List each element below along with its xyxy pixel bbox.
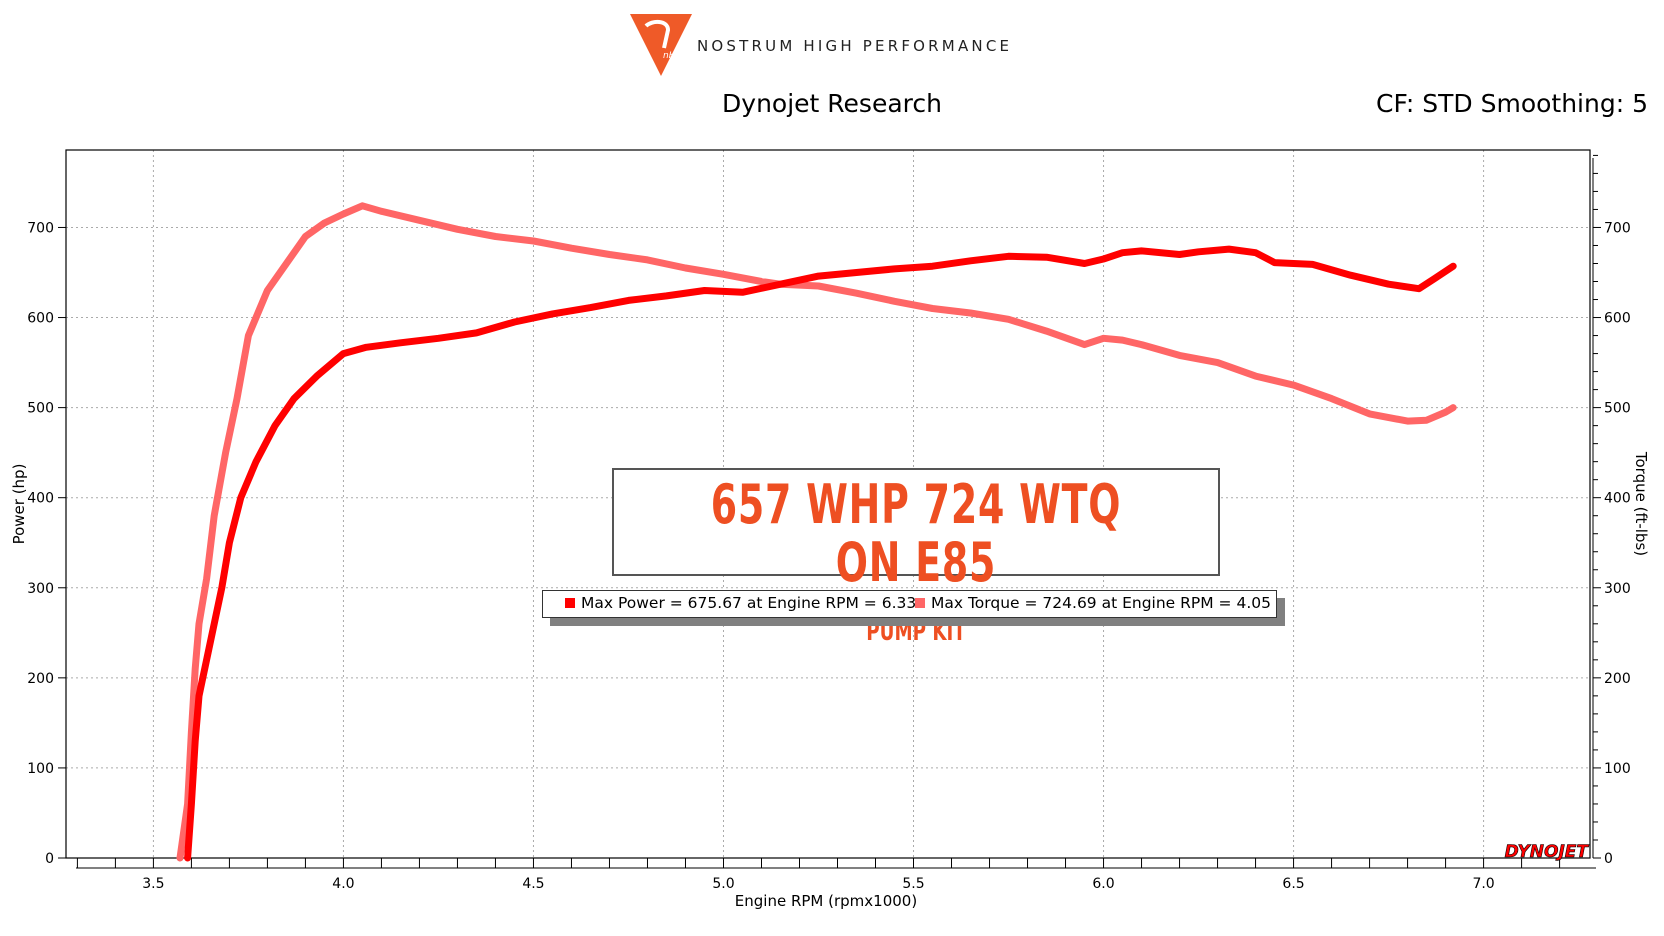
y2-tick-label: 500 bbox=[1604, 401, 1631, 417]
chart-header-title: Dynojet Research bbox=[722, 89, 942, 118]
legend-power-text: Max Power = 675.67 at Engine RPM = 6.33 bbox=[581, 594, 917, 612]
power-series-line bbox=[184, 245, 1457, 862]
dynojet-watermark: DYNOJET bbox=[1505, 842, 1590, 862]
y-tick-label: 100 bbox=[27, 761, 54, 777]
x-tick-label: 4.0 bbox=[332, 876, 354, 892]
x-tick-label: 6.5 bbox=[1282, 876, 1304, 892]
y-tick-label: 500 bbox=[27, 401, 54, 417]
y2-tick-label: 400 bbox=[1604, 491, 1631, 507]
torque-swatch bbox=[915, 598, 925, 608]
y-tick-label: 0 bbox=[45, 851, 54, 867]
x-tick-label: 5.5 bbox=[902, 876, 924, 892]
y2-tick-label: 200 bbox=[1604, 671, 1631, 687]
y2-tick-label: 600 bbox=[1604, 311, 1631, 327]
brand-name: NOSTRUM HIGH PERFORMANCE bbox=[697, 37, 1012, 55]
legend-item-power: Max Power = 675.67 at Engine RPM = 6.33 bbox=[565, 594, 916, 612]
brand-logo: nHP NOSTRUM HIGH PERFORMANCE bbox=[630, 14, 1012, 76]
y-tick-label: 200 bbox=[27, 671, 54, 687]
nhp-logo-icon: nHP bbox=[630, 14, 692, 76]
y-tick-label: 700 bbox=[27, 220, 54, 236]
result-callout: 657 WHP 724 WTQ ON E85 4.0T AUDI UPGRADE… bbox=[612, 468, 1220, 646]
svg-text:nHP: nHP bbox=[663, 51, 681, 61]
y-axis-label: Power (hp) bbox=[10, 464, 28, 545]
x-tick-label: 7.0 bbox=[1472, 876, 1494, 892]
power-swatch bbox=[565, 598, 575, 608]
y2-tick-label: 0 bbox=[1604, 851, 1613, 867]
series-layer bbox=[176, 202, 1457, 862]
torque-series-line bbox=[176, 202, 1457, 862]
x-tick-label: 5.0 bbox=[712, 876, 734, 892]
legend-torque-text: Max Torque = 724.69 at Engine RPM = 4.05 bbox=[931, 594, 1271, 612]
chart-legend: Max Power = 675.67 at Engine RPM = 6.33 … bbox=[542, 590, 1277, 618]
callout-headline: 657 WHP 724 WTQ ON E85 bbox=[710, 473, 1122, 594]
y-tick-label: 400 bbox=[27, 491, 54, 507]
y-tick-label: 300 bbox=[27, 581, 54, 597]
y2-axis-label: Torque (ft-lbs) bbox=[1632, 451, 1650, 556]
x-tick-label: 4.5 bbox=[522, 876, 544, 892]
legend-item-torque: Max Torque = 724.69 at Engine RPM = 4.05 bbox=[915, 594, 1271, 612]
x-axis-label: Engine RPM (rpmx1000) bbox=[735, 892, 917, 910]
x-tick-label: 3.5 bbox=[142, 876, 164, 892]
axis-ticks: 3.5 4.0 4.5 5.0 5.5 6.0 6.5 7.0 0 0 100 100 200 200 30… bbox=[27, 154, 1631, 892]
x-tick-label: 6.0 bbox=[1092, 876, 1114, 892]
y-tick-label: 600 bbox=[27, 311, 54, 327]
chart-header-settings: CF: STD Smoothing: 5 bbox=[1376, 89, 1648, 118]
y2-tick-label: 700 bbox=[1604, 220, 1631, 236]
y2-tick-label: 300 bbox=[1604, 581, 1631, 597]
plot-frame bbox=[65, 149, 1591, 859]
y2-tick-label: 100 bbox=[1604, 761, 1631, 777]
